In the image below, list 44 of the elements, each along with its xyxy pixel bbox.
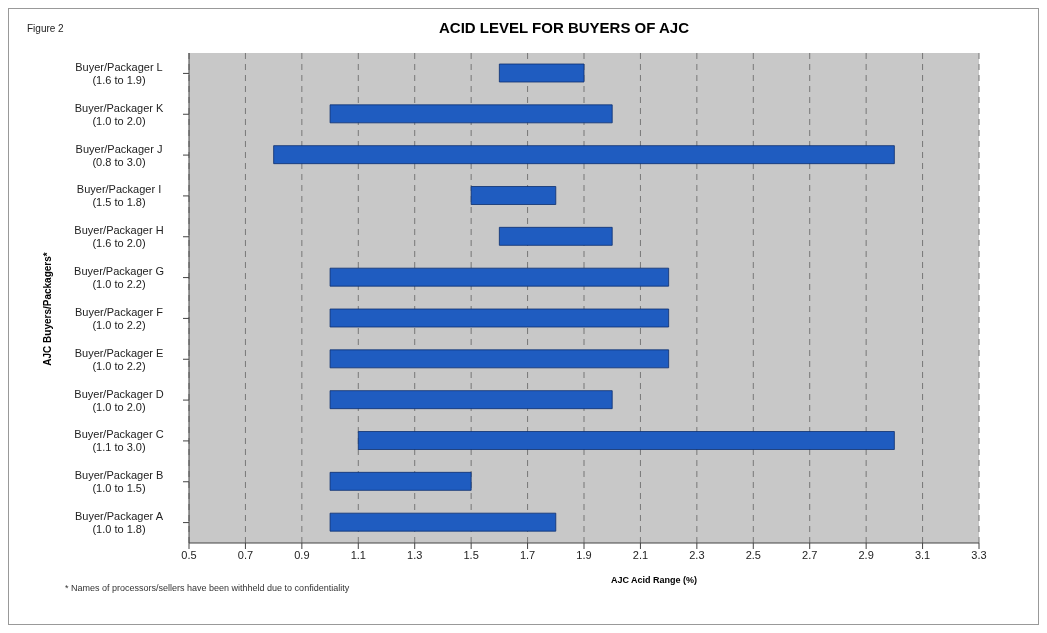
y-tick-label: Buyer/Packager B (1.0 to 1.5) xyxy=(74,469,164,495)
x-axis-title: AJC Acid Range (%) xyxy=(610,575,698,585)
y-tick-label: Buyer/Packager F (1.0 to 2.2) xyxy=(74,305,164,331)
bar xyxy=(329,104,613,124)
bar xyxy=(273,145,895,165)
bar xyxy=(357,431,895,450)
x-tick-label: 3.3 xyxy=(971,548,987,561)
bar xyxy=(329,267,670,287)
y-tick-label: Buyer/Packager A (1.0 to 1.8) xyxy=(74,510,164,536)
x-tick-label: 1.3 xyxy=(407,548,423,561)
y-tick-label: Buyer/Packager I (1.5 to 1.8) xyxy=(76,183,162,209)
caption: Figure 2 xyxy=(27,23,64,34)
x-tick-label: 0.5 xyxy=(181,548,197,561)
x-tick-label: 2.3 xyxy=(689,548,705,561)
y-tick-label: Buyer/Packager E (1.0 to 2.2) xyxy=(74,346,164,372)
x-tick-label: 3.1 xyxy=(914,548,931,561)
bar xyxy=(470,186,557,205)
bar xyxy=(329,512,557,532)
bar xyxy=(329,390,613,410)
y-tick-label: Buyer/Packager H (1.6 to 2.0) xyxy=(74,224,164,250)
bar xyxy=(329,349,670,369)
bar xyxy=(329,308,670,328)
y-tick-label: Buyer/Packager C (1.1 to 3.0) xyxy=(74,428,164,454)
chart-title: ACID LEVEL FOR BUYERS OF AJC xyxy=(438,19,690,36)
y-tick-label: Buyer/Packager G (1.0 to 2.2) xyxy=(74,265,164,291)
x-tick-label: 2.1 xyxy=(632,548,649,561)
bar xyxy=(498,63,585,83)
x-tick-label: 0.7 xyxy=(237,548,254,561)
x-tick-label: 1.1 xyxy=(350,548,366,561)
bar xyxy=(498,226,613,246)
x-tick-label: 1.5 xyxy=(463,548,479,561)
y-tick-label: Buyer/Packager J (0.8 to 3.0) xyxy=(75,142,163,168)
y-tick-label: Buyer/Packager K (1.0 to 2.0) xyxy=(74,101,164,127)
text: * Names of processors/sellers have been withheld due to confidentiality xyxy=(65,583,351,593)
x-tick-label: 2.7 xyxy=(802,548,818,561)
x-tick-label: 2.5 xyxy=(745,548,761,561)
x-tick-label: 1.7 xyxy=(519,548,536,561)
bar xyxy=(329,471,472,491)
y-axis-title: AJC Buyers/Packagers* xyxy=(41,252,53,366)
x-tick-label: 0.9 xyxy=(294,548,310,561)
x-tick-label: 1.9 xyxy=(576,548,592,561)
x-tick-label: 2.9 xyxy=(858,548,874,561)
y-tick-label: Buyer/Packager D (1.0 to 2.0) xyxy=(74,387,164,413)
y-tick-label: Buyer/Packager L (1.6 to 1.9) xyxy=(75,60,163,86)
